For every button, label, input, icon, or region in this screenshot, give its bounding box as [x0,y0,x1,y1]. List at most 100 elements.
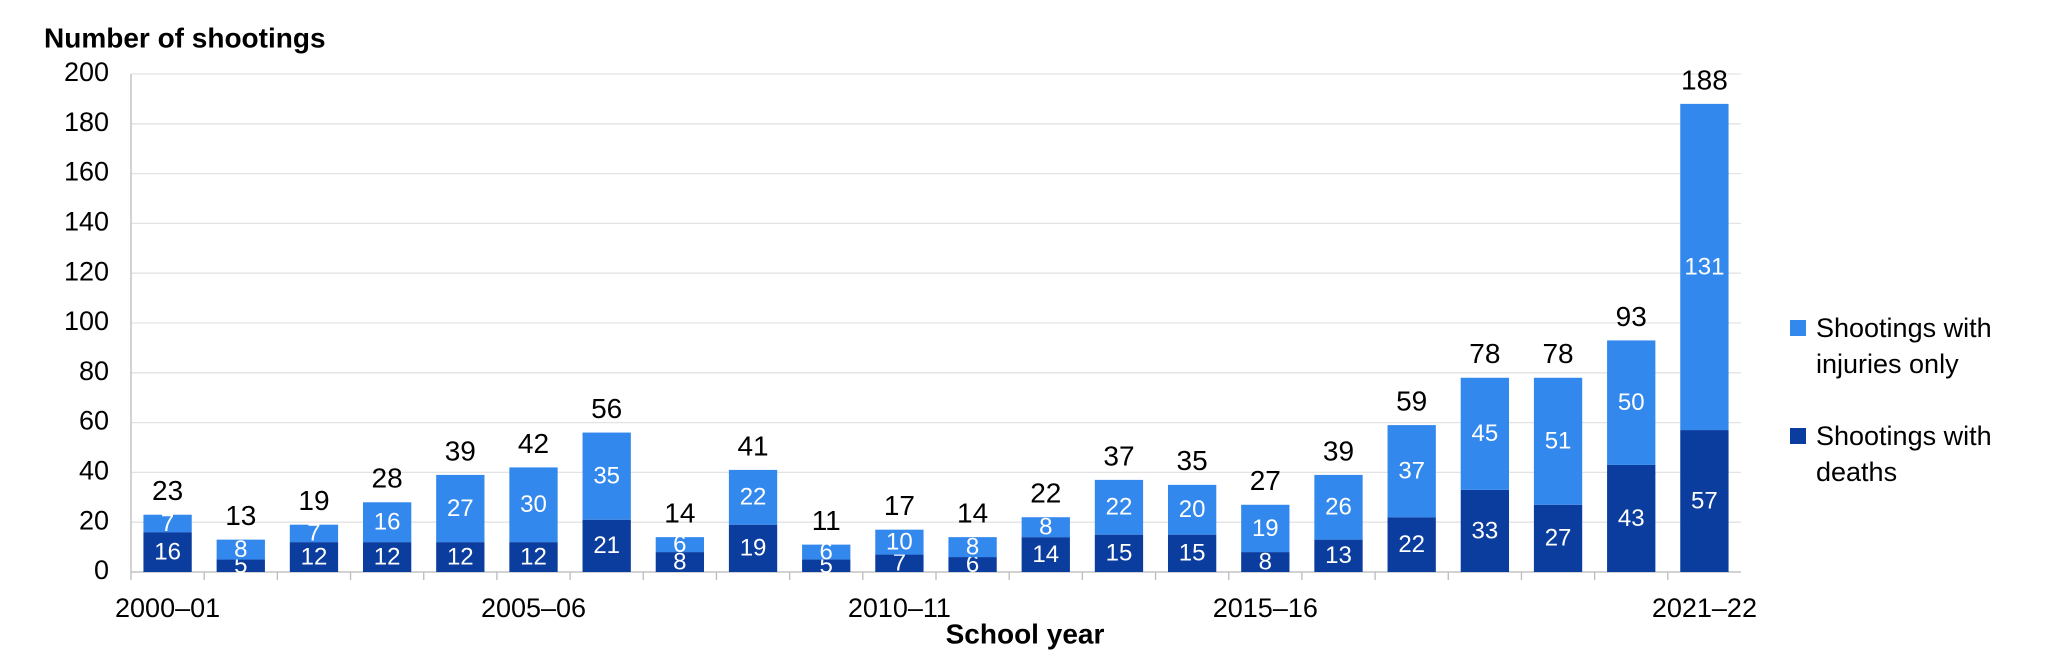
bar-segment [289,524,339,543]
total-label: 22 [1030,478,1061,509]
value-label: 35 [593,462,620,489]
value-label: 20 [1179,496,1206,523]
total-label: 59 [1396,385,1427,416]
bar-segment [1680,430,1729,572]
value-label: 16 [374,509,401,536]
value-label: 51 [1545,428,1572,455]
bar-segment [1387,425,1436,518]
value-label: 15 [1106,540,1133,567]
total-label: 13 [225,500,256,531]
legend-swatch [1790,320,1806,336]
y-tick-label: 20 [79,505,109,535]
bar-segment [1241,552,1290,572]
total-label: 39 [445,435,476,466]
y-tick-label: 60 [79,406,109,436]
value-label: 33 [1472,517,1499,544]
total-label: 56 [591,393,622,424]
x-tick-label: 2005–06 [481,593,586,623]
bar-segment [362,542,412,572]
bar-segment [1460,489,1510,572]
value-label: 8 [234,536,247,563]
value-label: 7 [893,550,906,577]
y-tick-label: 180 [64,107,109,137]
value-label: 13 [1325,542,1352,569]
total-label: 19 [298,485,329,516]
total-label: 42 [518,428,549,459]
value-label: 6 [966,551,979,578]
value-label: 12 [374,543,401,570]
bar-segment [1241,504,1290,553]
value-label: 12 [520,543,547,570]
y-tick-label: 100 [64,306,109,336]
bar-segment [143,514,192,533]
value-label: 22 [1106,494,1133,521]
value-label: 7 [307,520,320,547]
bar-segment [1021,517,1070,538]
value-label: 7 [161,510,174,537]
bar-segment [1094,534,1144,572]
bar-segment [728,524,778,572]
bar-segment [582,519,631,572]
bar-segment [655,552,705,572]
bar-segment [948,537,997,558]
value-label: 30 [520,491,547,518]
total-label: 78 [1542,338,1573,369]
bar-segment [1533,504,1583,572]
x-axis-title: School year [946,618,1105,649]
total-label: 78 [1469,338,1500,369]
x-tick-label: 2010–11 [848,593,951,623]
y-axis-title: Number of shootings [44,22,326,53]
value-label: 8 [1039,514,1052,541]
value-label: 45 [1472,420,1499,447]
value-label: 6 [673,531,686,558]
y-tick-label: 140 [64,207,109,237]
legend-item: Shootings with injuries only [1790,310,2030,382]
value-label: 26 [1325,494,1352,521]
value-label: 12 [301,543,328,570]
value-label: 8 [673,548,686,575]
y-tick-label: 80 [79,356,109,386]
total-label: 93 [1616,301,1647,332]
bar-segment [1314,474,1363,540]
bar-segment [1460,377,1510,490]
x-tick-label: 2000–01 [115,593,220,623]
bar-segment [875,554,924,572]
total-label: 11 [812,505,841,536]
bar-segment [655,537,705,553]
bar-segment [362,502,412,543]
total-label: 35 [1177,445,1208,476]
bar-segment [875,529,924,555]
value-label: 12 [447,543,474,570]
value-label: 27 [447,495,474,522]
bar-segment [582,432,631,520]
total-label: 23 [152,475,183,506]
value-label: 15 [1179,540,1206,567]
bar-segment [1314,539,1363,572]
y-tick-label: 0 [94,555,109,585]
value-label: 22 [1398,531,1425,558]
legend-label: Shootings with deaths [1816,421,1992,487]
value-label: 57 [1691,487,1718,514]
value-label: 8 [1259,548,1272,575]
bar-segment [1607,464,1656,572]
legend-swatch [1790,428,1806,444]
value-label: 10 [886,528,913,555]
legend-label: Shootings with injuries only [1816,313,1992,379]
bar-segment [1607,340,1656,465]
x-tick-label: 2015–16 [1213,593,1318,623]
total-label: 37 [1103,440,1134,471]
bar-segment [1387,517,1436,572]
bar-segment [509,467,558,543]
value-label: 14 [1032,541,1059,568]
bar-segment [728,469,778,525]
value-label: 19 [1252,515,1279,542]
bar-segment [1680,103,1729,431]
total-label: 14 [664,498,695,529]
bar-segment [802,559,851,572]
value-label: 16 [154,538,181,565]
total-label: 28 [372,463,403,494]
total-label: 14 [957,498,988,529]
value-label: 131 [1684,253,1724,280]
